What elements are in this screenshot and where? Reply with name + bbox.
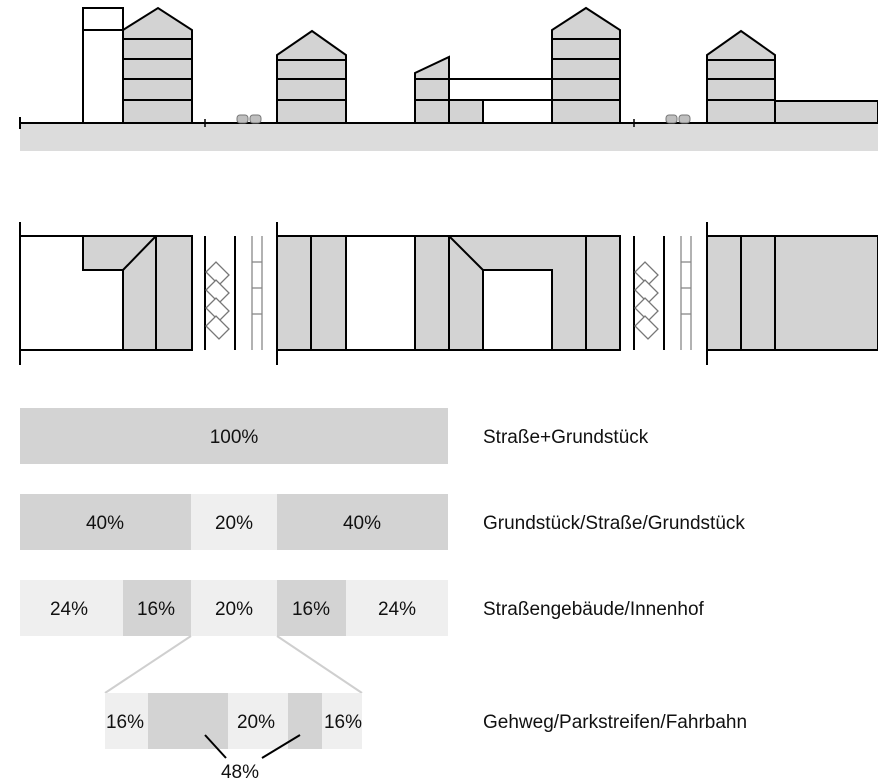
bar-segment-label: 24%: [50, 599, 88, 620]
plan-block-3-building: [706, 235, 878, 351]
bar-segment: [123, 580, 191, 636]
bar-segment: [20, 408, 448, 464]
bar-segment-label: 40%: [86, 513, 124, 534]
building-c-connector: [448, 78, 553, 101]
street-elevation: [19, 6, 878, 151]
building-a-house: [122, 6, 193, 124]
bar-segment-label: 24%: [378, 599, 416, 620]
share-bars: 100% Straße+Grundstück 40% 20% 40% Grund…: [20, 408, 747, 783]
bar-segment: [277, 494, 448, 550]
building-c-shed: [414, 55, 450, 124]
building-e-extension: [774, 100, 878, 124]
plan-street-2-lane: [680, 236, 692, 350]
expansion-line-right: [276, 635, 363, 694]
building-d-house: [551, 6, 621, 124]
combined-share-connector-left: [204, 734, 227, 759]
plan-street-1-lane: [251, 236, 263, 350]
building-a: [82, 6, 193, 124]
building-a-tower: [82, 7, 124, 124]
bar-segment-label: 100%: [210, 427, 259, 448]
ground-strip: [20, 123, 878, 151]
bar-segment-label: 16%: [292, 599, 330, 620]
bar-segment: [148, 693, 228, 749]
bar-segment: [20, 494, 191, 550]
building-c: [414, 55, 553, 124]
bar-segment-label: 20%: [215, 513, 253, 534]
bar-segment: [277, 580, 346, 636]
parking-stall-icon: [634, 261, 659, 340]
bar-segment-label: 40%: [343, 513, 381, 534]
bar-segment-label: 20%: [237, 712, 275, 733]
bar-caption: Gehweg/Parkstreifen/Fahrbahn: [483, 712, 747, 733]
bar-segment: [105, 693, 148, 749]
plan-block-1-building: [82, 235, 193, 351]
site-plan: [19, 222, 878, 365]
building-d: [551, 6, 621, 124]
combined-share-connector-right: [261, 734, 301, 759]
building-e: [706, 29, 878, 124]
bar-segment-label: 16%: [324, 712, 362, 733]
building-b: [276, 29, 347, 124]
expansion-line-left: [104, 635, 192, 694]
car-icon: [236, 114, 262, 124]
car-icon: [665, 114, 691, 124]
bar-caption: Straße+Grundstück: [483, 427, 649, 448]
bar-street-buildings-courtyard: 24% 16% 20% 16% 24% Straßengebäude/Innen…: [20, 580, 705, 636]
bar-segment: [191, 494, 277, 550]
bar-segment-label: 16%: [137, 599, 175, 620]
bar-segment: [228, 693, 288, 749]
bar-segment: [191, 580, 277, 636]
bar-segment-label: 16%: [106, 712, 144, 733]
bar-segment-label: 20%: [215, 599, 253, 620]
plan-block-1-diagonal: [122, 235, 157, 271]
building-e-house: [706, 29, 776, 124]
bar-segment: [322, 693, 362, 749]
bar-segment: [20, 580, 123, 636]
bar-plot-street-plot: 40% 20% 40% Grundstück/Straße/Grundstück: [20, 494, 745, 550]
bar-segment: [346, 580, 448, 636]
plan-block-2-building-right: [414, 235, 621, 351]
plan-block-2-diagonal: [448, 235, 484, 271]
combined-share-label: 48%: [221, 762, 259, 783]
parking-stall-icon: [205, 261, 230, 340]
bar-caption: Grundstück/Straße/Grundstück: [483, 513, 745, 534]
bar-street-plus-plot: 100% Straße+Grundstück: [20, 408, 649, 464]
bar-sidewalk-parking-road: 16% 20% 16% 48% Gehweg/Parkstreifen/Fahr…: [105, 693, 747, 783]
building-b-house: [276, 29, 347, 124]
bar-segment: [288, 693, 322, 749]
bar-caption: Straßengebäude/Innenhof: [483, 599, 705, 620]
